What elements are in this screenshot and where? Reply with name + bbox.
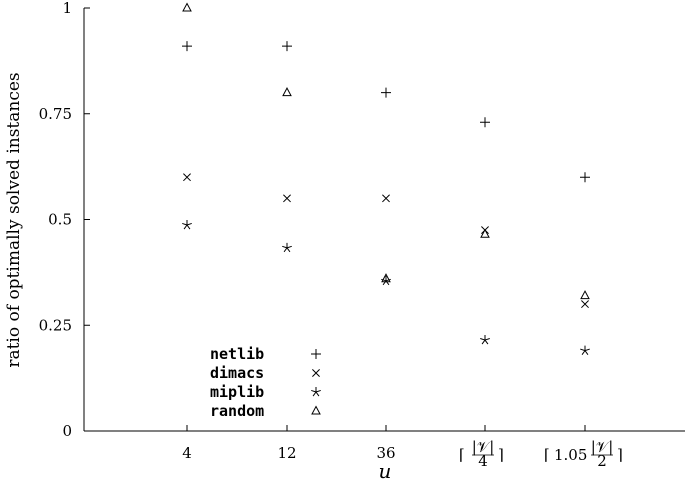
legend-marker-dimacs (312, 369, 320, 377)
netlib-point (580, 172, 590, 183)
netlib-point (381, 87, 391, 98)
dimacs-point (581, 300, 589, 309)
miplib-point (381, 275, 391, 286)
y-axis-ticks: 0 0.25 0.5 0.75 1 (39, 0, 90, 440)
svg-text:⌈: ⌈ (459, 446, 465, 464)
x-tick-label: 4 (182, 444, 192, 462)
y-tick-label: 0 (62, 422, 72, 440)
legend-marker-netlib (311, 349, 321, 359)
svg-text:|𝒱|: |𝒱| (472, 438, 495, 456)
svg-text:⌉: ⌉ (617, 446, 623, 464)
svg-text:4: 4 (182, 444, 192, 462)
x-axis-title: u (379, 459, 392, 483)
y-tick-label: 0.5 (48, 211, 72, 229)
random-point (580, 290, 590, 300)
netlib-point (182, 41, 192, 52)
y-tick-label: 0.75 (39, 105, 72, 123)
svg-text:12: 12 (277, 444, 296, 462)
svg-text:2: 2 (597, 452, 607, 470)
random-point (282, 87, 292, 97)
svg-text:⌉: ⌉ (498, 446, 504, 464)
svg-text:1.05: 1.05 (554, 446, 587, 464)
legend-label-netlib: netlib (210, 345, 264, 363)
netlib-point (282, 41, 292, 52)
miplib-point (282, 242, 292, 253)
x-tick-label: ⌈ 1.05 |𝒱|2 ⌉ (544, 438, 623, 470)
dimacs-point (382, 194, 390, 203)
legend-label-random: random (210, 402, 264, 420)
legend-label-dimacs: dimacs (210, 364, 264, 382)
miplib-point (580, 345, 590, 355)
svg-text:36: 36 (376, 444, 395, 462)
legend-marker-miplib (311, 387, 321, 397)
random-point (182, 2, 192, 12)
x-tick-label: ⌈ |𝒱|4 ⌉ (459, 438, 504, 470)
x-axis-ticks: 4 12 36 ⌈ |𝒱|4 ⌉ ⌈ 1.05 |𝒱|2 ⌉ (182, 425, 623, 470)
dimacs-point (183, 173, 191, 182)
random-point (480, 228, 490, 238)
y-axis-title: ratio of optimally solved instances (4, 72, 24, 367)
x-tick-label: 36 (376, 444, 395, 462)
legend-label-miplib: miplib (210, 383, 264, 401)
miplib-point (480, 335, 490, 345)
y-tick-label: 1 (62, 0, 72, 17)
x-tick-label: 12 (277, 444, 296, 462)
y-tick-label: 0.25 (39, 316, 72, 334)
dimacs-point (283, 194, 291, 203)
svg-text:⌈: ⌈ (544, 446, 550, 464)
netlib-point (480, 117, 490, 128)
legend-marker-random (311, 405, 321, 415)
svg-text:4: 4 (478, 452, 488, 470)
random-point (381, 273, 391, 283)
miplib-point (182, 220, 192, 230)
svg-text:|𝒱|: |𝒱| (591, 438, 614, 456)
data-points (182, 2, 590, 355)
